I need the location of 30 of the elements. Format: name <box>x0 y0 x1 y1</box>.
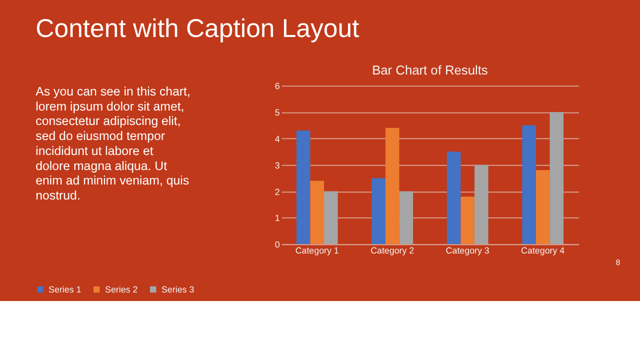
text: Content with Caption Layout <box>36 15 360 44</box>
x-tick-label: Category 2 <box>370 246 414 256</box>
bar <box>460 196 474 244</box>
bar <box>310 180 324 244</box>
legend-label: Series 1 <box>48 284 82 294</box>
bar <box>296 130 310 244</box>
legend-label: Series 2 <box>105 284 138 294</box>
y-tick-label: 0 <box>274 240 280 250</box>
bar <box>522 125 536 244</box>
bar <box>385 128 400 244</box>
bar <box>372 178 386 244</box>
y-tick-label: 4 <box>274 134 280 144</box>
x-tick-label: Category 4 <box>521 246 565 256</box>
bar <box>399 191 414 244</box>
x-tick-label: Category 3 <box>446 246 490 256</box>
bar <box>324 191 338 244</box>
bar <box>536 170 550 244</box>
y-tick-label: 2 <box>274 186 280 197</box>
chart-title: Bar Chart of Results <box>372 62 488 78</box>
bar <box>446 152 461 244</box>
text: As you can see in this chart, lorem ipsum dolor sit amet, consectetur adipiscing elit, sed do eiusmod tempor incididunt ut labore et dolore magna aliqua. Ut enim ad minim veniam, quis nostrud. <box>36 84 190 203</box>
y-tick-label: 6 <box>274 81 280 92</box>
bar <box>474 164 488 244</box>
bar <box>550 112 564 244</box>
legend-label: Series 3 <box>161 284 194 294</box>
x-tick-label: Category 1 <box>295 246 339 256</box>
text: 8 <box>616 258 621 267</box>
y-tick-label: 1 <box>274 213 280 224</box>
y-tick-label: 5 <box>274 107 280 118</box>
y-tick-label: 3 <box>274 160 280 170</box>
